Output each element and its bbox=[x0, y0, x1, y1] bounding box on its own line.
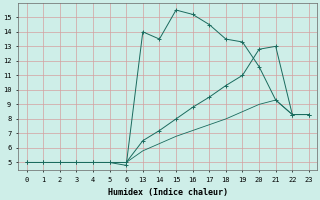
X-axis label: Humidex (Indice chaleur): Humidex (Indice chaleur) bbox=[108, 188, 228, 197]
